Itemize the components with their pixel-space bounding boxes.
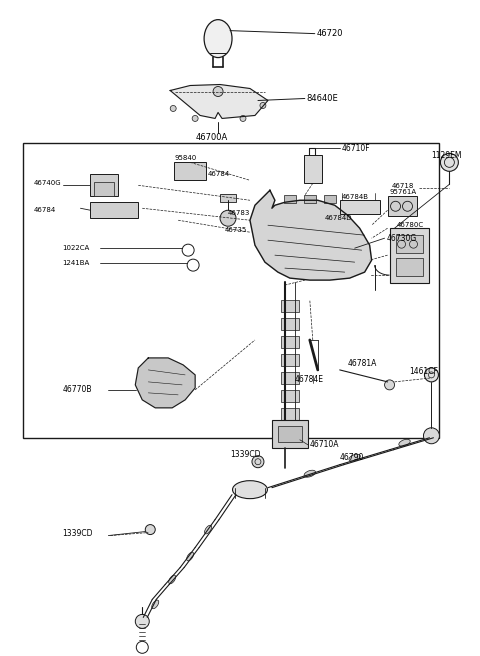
Bar	[340, 200, 380, 215]
Circle shape	[424, 368, 438, 382]
Circle shape	[441, 154, 458, 171]
Bar	[281, 372, 299, 384]
Ellipse shape	[187, 552, 193, 561]
Polygon shape	[250, 190, 372, 280]
Polygon shape	[135, 358, 195, 408]
Circle shape	[260, 102, 266, 108]
Text: 46784B: 46784B	[342, 194, 369, 200]
Circle shape	[240, 115, 246, 121]
Ellipse shape	[232, 481, 267, 499]
Bar	[95, 182, 114, 196]
Text: 46718: 46718	[392, 183, 414, 190]
Text: 1461CF: 1461CF	[409, 367, 438, 377]
Text: 46710A: 46710A	[310, 440, 339, 449]
Bar	[396, 236, 423, 253]
Bar	[304, 155, 322, 183]
Text: 1022CA: 1022CA	[62, 245, 90, 251]
Bar	[281, 408, 299, 420]
Circle shape	[213, 87, 223, 96]
Text: 46730G: 46730G	[386, 234, 417, 243]
Circle shape	[170, 106, 176, 112]
Bar	[324, 195, 336, 203]
Text: 1129EM: 1129EM	[432, 151, 462, 160]
Text: 46783: 46783	[228, 210, 251, 216]
Ellipse shape	[304, 470, 315, 477]
Circle shape	[192, 115, 198, 121]
Text: 46735: 46735	[225, 227, 247, 233]
Bar	[90, 202, 138, 218]
Circle shape	[423, 428, 439, 443]
Bar	[281, 390, 299, 402]
Ellipse shape	[168, 575, 176, 584]
Text: 1241BA: 1241BA	[62, 260, 90, 266]
Text: 46784E: 46784E	[295, 375, 324, 384]
Text: 46700A: 46700A	[195, 133, 228, 142]
Text: 46784: 46784	[208, 171, 230, 177]
Circle shape	[252, 456, 264, 468]
Bar	[90, 174, 119, 196]
Bar	[281, 336, 299, 348]
Text: 46781A: 46781A	[348, 359, 377, 369]
Circle shape	[145, 525, 155, 535]
Text: 46780C: 46780C	[396, 222, 424, 228]
Text: 46740G: 46740G	[34, 180, 61, 186]
Bar	[304, 195, 316, 203]
Text: 84640E: 84640E	[307, 94, 338, 103]
Ellipse shape	[204, 525, 212, 534]
Text: 95840: 95840	[174, 155, 196, 161]
Text: 46710F: 46710F	[342, 144, 371, 153]
Circle shape	[135, 615, 149, 628]
Text: 46770B: 46770B	[62, 385, 92, 394]
Bar	[281, 318, 299, 330]
Bar	[220, 194, 236, 202]
Bar	[23, 144, 439, 438]
Ellipse shape	[349, 454, 360, 461]
Text: 46790: 46790	[340, 453, 364, 462]
Ellipse shape	[399, 440, 410, 446]
Text: 95761A: 95761A	[390, 190, 417, 195]
Polygon shape	[170, 85, 268, 119]
Text: 46784D: 46784D	[325, 215, 352, 221]
Text: 46784: 46784	[34, 207, 56, 213]
Circle shape	[384, 380, 395, 390]
Text: 1339CD: 1339CD	[62, 529, 93, 538]
Bar	[284, 195, 296, 203]
Bar	[387, 196, 418, 216]
Bar	[396, 258, 423, 276]
Bar	[174, 162, 206, 180]
Bar	[278, 426, 302, 441]
Bar	[272, 420, 308, 448]
Circle shape	[220, 211, 236, 226]
Bar	[281, 300, 299, 312]
Ellipse shape	[152, 600, 159, 609]
Text: 1339CD: 1339CD	[230, 450, 261, 459]
Bar	[281, 354, 299, 366]
Text: 46720: 46720	[317, 29, 343, 38]
Ellipse shape	[204, 20, 232, 58]
Bar	[390, 228, 430, 283]
